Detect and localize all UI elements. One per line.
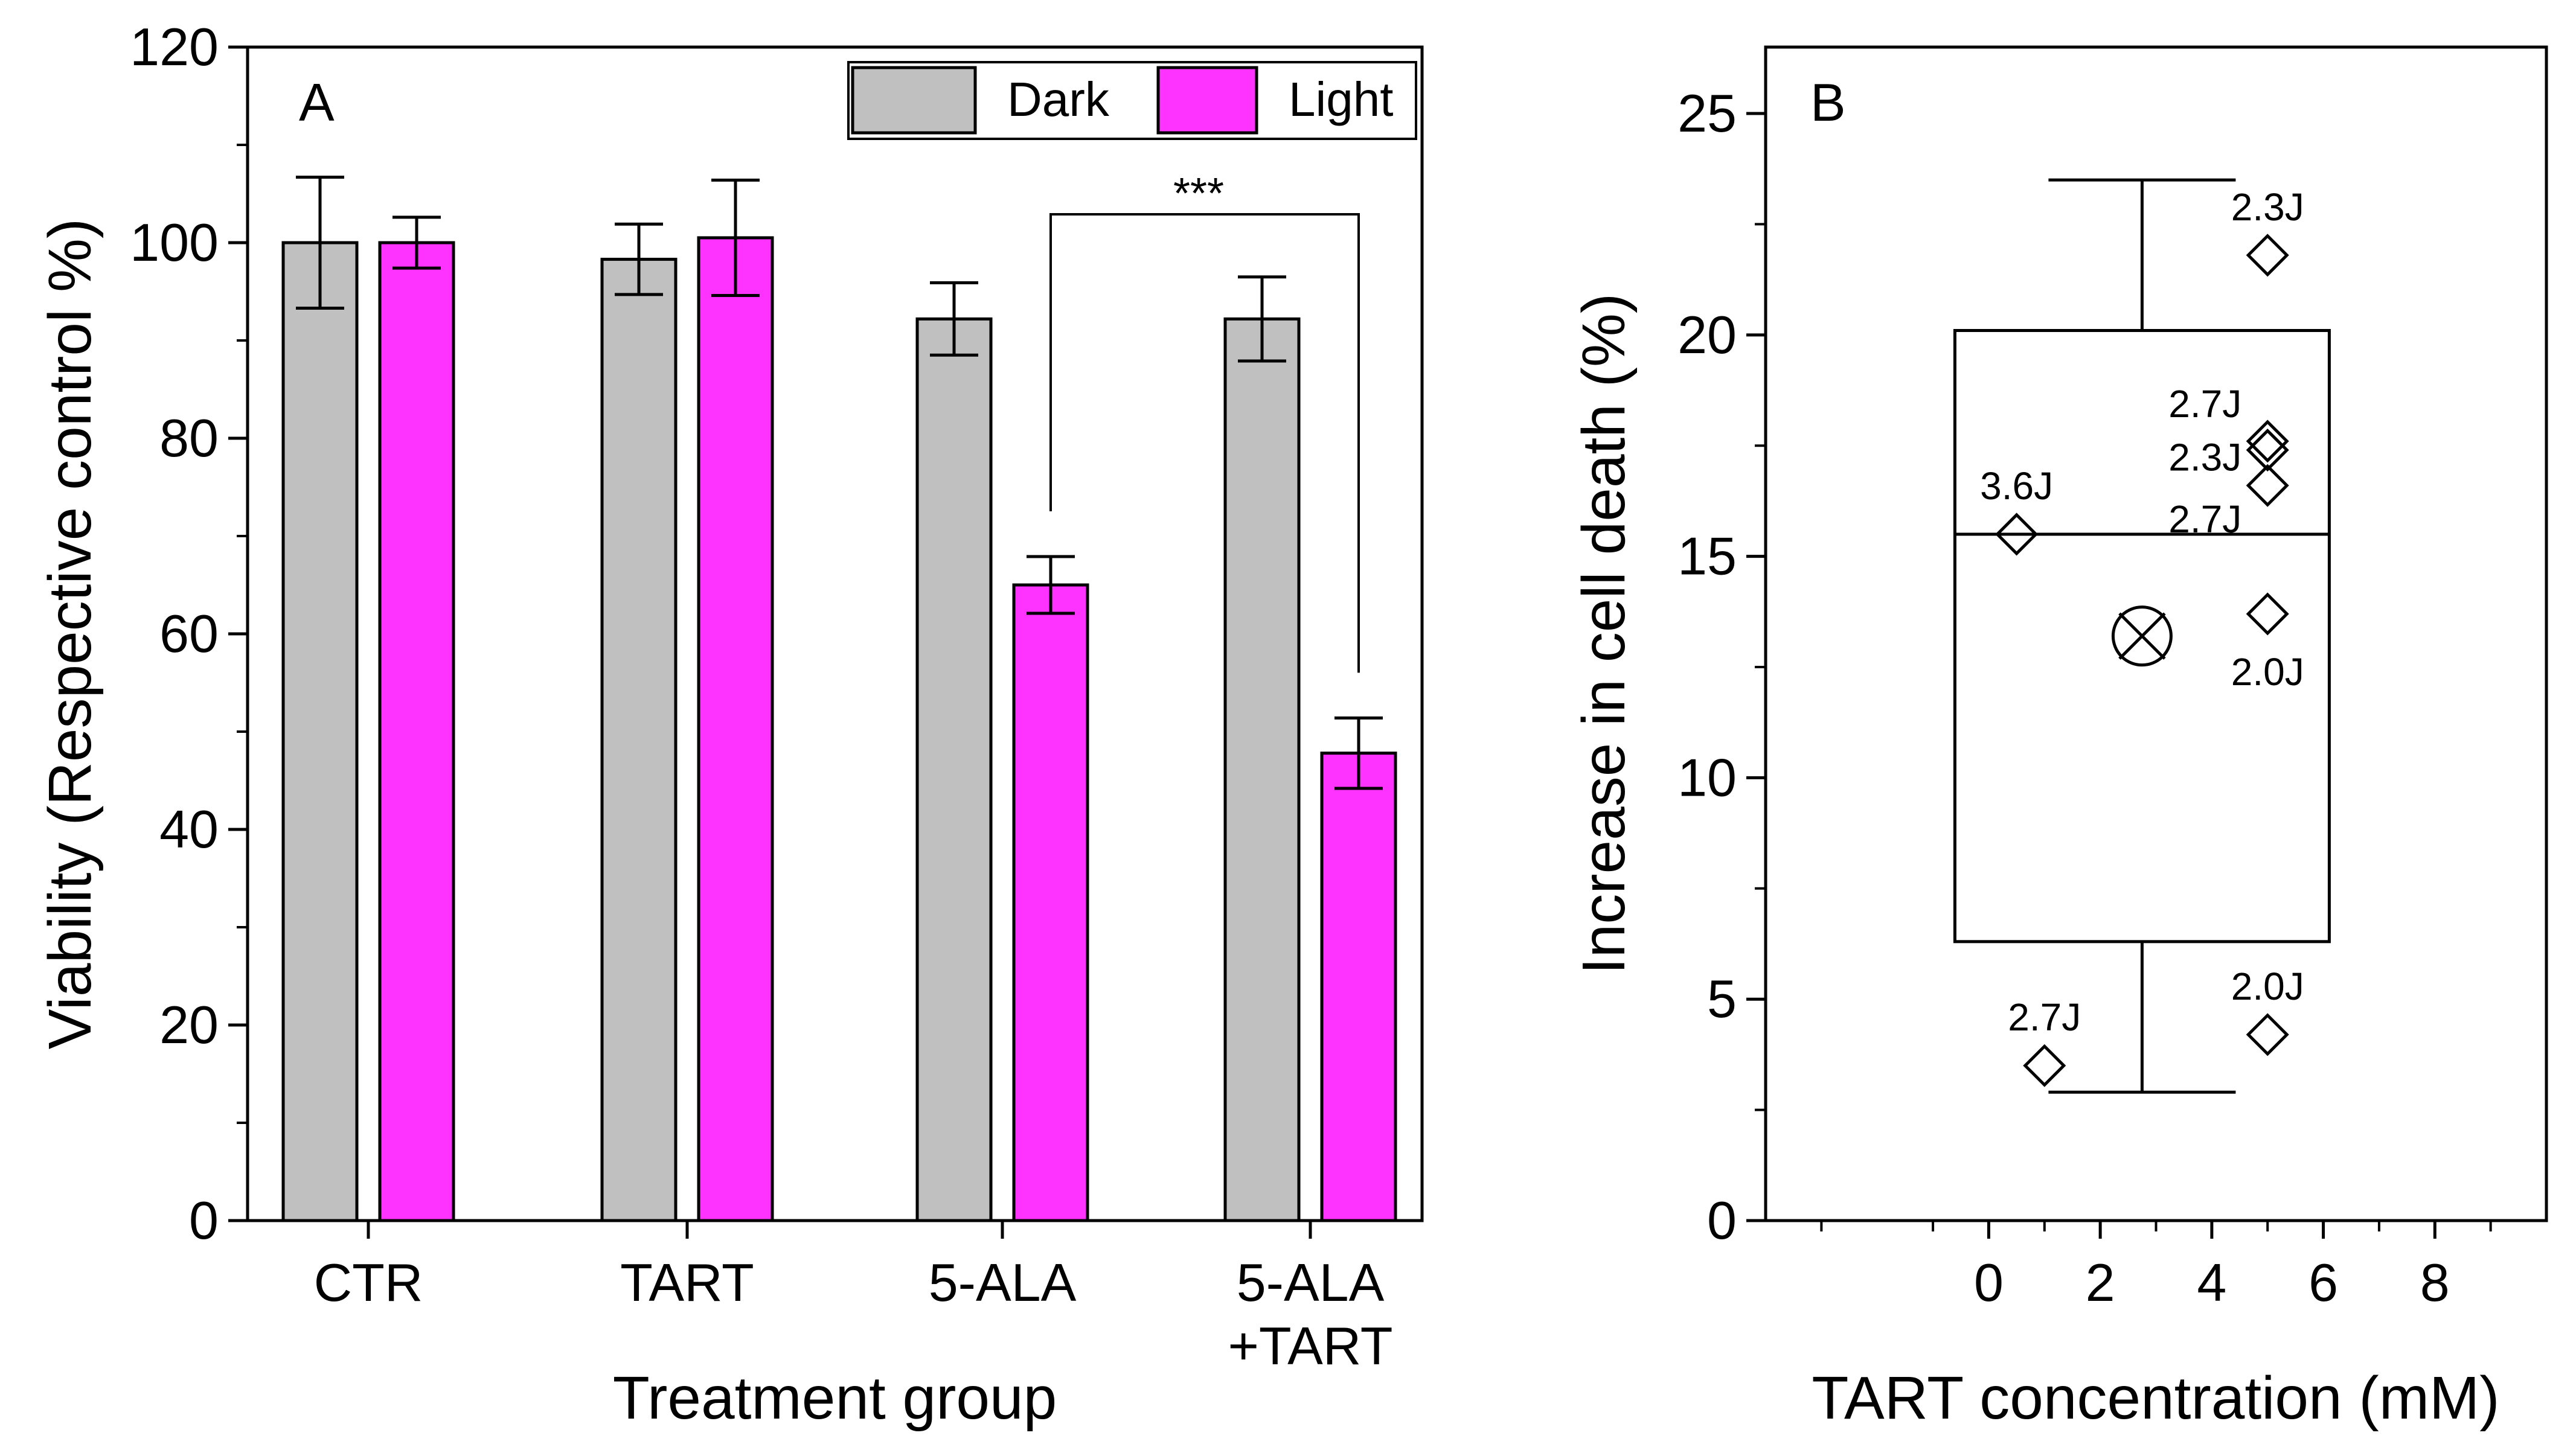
x-tick-label: 2 xyxy=(2086,1253,2115,1312)
bar-light-5-ala-tart xyxy=(1320,752,1397,1222)
x-tick-label: CTR xyxy=(314,1253,423,1312)
y-tick-label: 60 xyxy=(159,604,219,663)
y-tick-label: 25 xyxy=(1677,83,1737,143)
data-point xyxy=(2023,1044,2066,1087)
significance-bracket xyxy=(1049,213,1360,673)
y-tick-label: 20 xyxy=(1677,305,1737,365)
legend-swatch-dark xyxy=(851,66,977,135)
x-tick-label: 4 xyxy=(2197,1253,2226,1312)
mean-marker xyxy=(2111,605,2173,667)
data-point xyxy=(2246,592,2289,636)
panel-letter: A xyxy=(299,72,335,132)
data-point xyxy=(1995,513,2039,556)
panel-b-plot-frame xyxy=(1764,45,2548,1222)
data-point-label: 2.3J xyxy=(2231,185,2304,229)
x-tick-label: 8 xyxy=(2420,1253,2450,1312)
data-point xyxy=(2246,1013,2289,1056)
y-tick-label: 0 xyxy=(189,1190,219,1250)
legend-label-dark: Dark xyxy=(1007,72,1110,126)
x-tick-label: 5-ALA xyxy=(929,1253,1077,1312)
data-point-label: 2.7J xyxy=(2168,497,2241,541)
x-tick-label: 6 xyxy=(2308,1253,2338,1312)
data-point-label: 2.3J xyxy=(2168,436,2241,479)
panel-b-box-plot: 0 5 10 15 20 25 0 2 4 6 8 TART concentration (mM) In… xyxy=(1570,45,2548,1432)
x-axis-title: Treatment group xyxy=(613,1364,1057,1432)
bar-dark-ctr xyxy=(281,241,359,1222)
y-tick-label: 80 xyxy=(159,408,219,468)
data-point-label: 2.7J xyxy=(2168,382,2241,426)
y-tick-label: 40 xyxy=(159,799,219,859)
y-tick-label: 15 xyxy=(1677,526,1737,586)
bar-dark-5-ala-tart xyxy=(1223,317,1301,1222)
y-tick-label: 10 xyxy=(1677,747,1737,807)
data-point xyxy=(2246,420,2289,463)
x-tick-label: TART xyxy=(620,1253,754,1312)
bar-light-ctr xyxy=(378,241,455,1222)
legend: Dark Light xyxy=(847,61,1417,140)
data-point-label: 2.0J xyxy=(2231,965,2304,1008)
bar-light-tart xyxy=(697,236,774,1222)
y-tick-label: 5 xyxy=(1707,969,1737,1029)
y-tick-label: 0 xyxy=(1707,1190,1737,1250)
y-tick-label: 120 xyxy=(130,17,219,77)
data-point xyxy=(2246,464,2289,507)
x-tick-label: 0 xyxy=(1974,1253,2004,1312)
mean-marker-cross xyxy=(2118,612,2166,660)
significance-label: *** xyxy=(1173,170,1224,218)
legend-label-light: Light xyxy=(1289,72,1393,126)
y-axis-title: Viability (Respective control %) xyxy=(36,219,104,1049)
panel-letter: B xyxy=(1810,72,1846,132)
x-tick-label: +TART xyxy=(1228,1316,1392,1376)
data-point-label: 2.0J xyxy=(2231,650,2304,694)
bar-dark-tart xyxy=(600,258,678,1222)
legend-swatch-light xyxy=(1156,66,1258,135)
y-axis-title: Increase in cell death (%) xyxy=(1570,293,1638,974)
data-point-label: 3.6J xyxy=(1980,464,2053,508)
y-tick-label: 20 xyxy=(159,995,219,1055)
data-point-label: 2.7J xyxy=(2008,995,2081,1039)
x-tick-label: 5-ALA xyxy=(1237,1253,1385,1312)
bar-dark-5-ala xyxy=(915,317,993,1222)
y-tick-label: 100 xyxy=(130,212,219,272)
x-axis-title: TART concentration (mM) xyxy=(1812,1364,2499,1432)
data-point xyxy=(2246,429,2289,472)
bar-light-5-ala xyxy=(1012,583,1089,1222)
data-point xyxy=(2246,234,2289,277)
